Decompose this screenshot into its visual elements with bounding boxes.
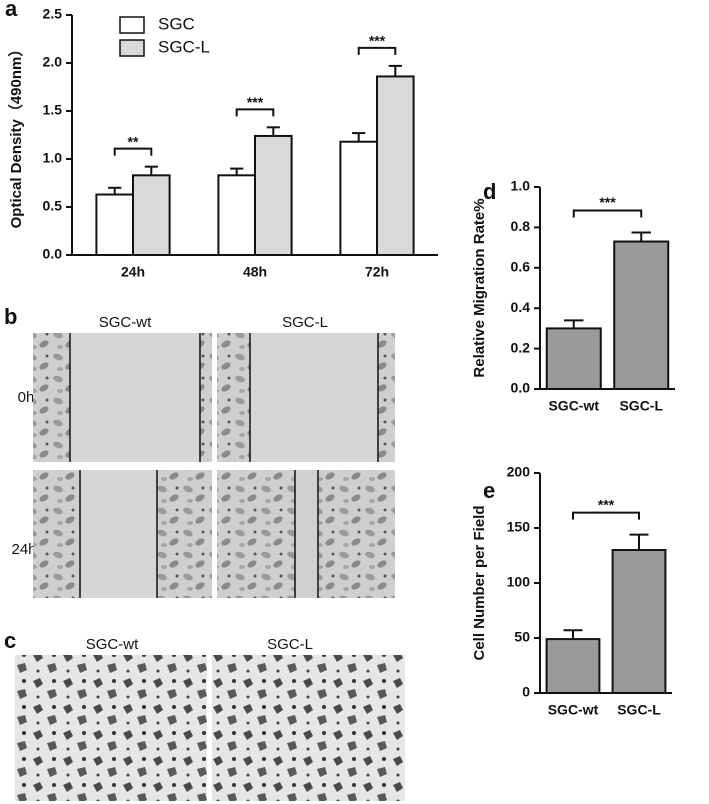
y-tick-label: 2.0 (43, 54, 63, 70)
legend-swatch (119, 39, 145, 57)
bar (95, 193, 134, 257)
y-tick-label: 1.0 (43, 150, 63, 166)
significance-label: *** (247, 94, 264, 110)
significance-label: ** (128, 133, 139, 149)
significance-bracket (357, 46, 397, 55)
x-tick-label: SGC-L (619, 398, 663, 414)
significance-bracket (572, 511, 640, 520)
y-tick-label: 200 (507, 464, 531, 480)
y-tick-label: 0.6 (511, 259, 531, 275)
panel-letter: a (5, 0, 18, 21)
y-tick-label: 0.0 (43, 246, 63, 262)
y-axis-label: Cell Number per Field (471, 505, 488, 660)
bar (545, 327, 602, 390)
y-tick-label: 2.5 (43, 6, 63, 22)
scratch-images (33, 333, 395, 598)
significance-label: *** (598, 496, 615, 512)
y-tick-label: 1.0 (511, 178, 531, 194)
panel-letter: d (483, 179, 496, 204)
x-tick-label: SGC-wt (548, 398, 599, 414)
y-tick-label: 0.0 (511, 380, 531, 396)
legend-swatch (119, 16, 145, 34)
y-axis-label: Optical Density（490nm） (7, 42, 25, 229)
x-tick-label: 48h (243, 264, 267, 280)
bar (613, 240, 670, 390)
y-tick-label: 150 (507, 519, 531, 535)
legend-label: SGC (158, 14, 195, 33)
panel-letter: c (4, 628, 16, 653)
x-tick-label: 72h (365, 264, 389, 280)
panel-letter: b (4, 304, 17, 329)
x-tick-label: SGC-L (617, 702, 661, 718)
bar (217, 174, 256, 257)
y-tick-label: 0.8 (511, 218, 531, 234)
significance-label: *** (599, 194, 616, 210)
significance-bracket (113, 147, 153, 156)
bar (611, 549, 667, 694)
row-label: 24h (11, 541, 36, 558)
x-tick-label: SGC-wt (548, 702, 599, 718)
bar (132, 174, 171, 257)
row-label: 0h (18, 389, 35, 406)
y-tick-label: 0.4 (511, 299, 531, 315)
column-label: SGC-L (267, 636, 313, 653)
significance-bracket (235, 108, 275, 117)
significance-label: *** (369, 33, 386, 49)
y-tick-label: 1.5 (43, 102, 63, 118)
bar (545, 638, 601, 694)
bar (254, 134, 293, 257)
legend-label: SGC-L (158, 37, 210, 56)
bar (339, 140, 378, 256)
panel-letter: e (483, 478, 495, 503)
column-label: SGC-L (282, 314, 328, 331)
transwell-images (15, 655, 405, 801)
y-tick-label: 0.2 (511, 339, 531, 355)
column-label: SGC-wt (86, 636, 139, 653)
significance-bracket (572, 209, 643, 218)
y-tick-label: 0.5 (43, 198, 63, 214)
bar (376, 75, 415, 256)
y-tick-label: 0 (522, 684, 530, 700)
x-tick-label: 24h (121, 264, 145, 280)
y-tick-label: 100 (507, 574, 531, 590)
y-axis-label: Relative Migration Rate% (471, 198, 488, 377)
column-label: SGC-wt (99, 314, 152, 331)
y-tick-label: 50 (514, 629, 530, 645)
